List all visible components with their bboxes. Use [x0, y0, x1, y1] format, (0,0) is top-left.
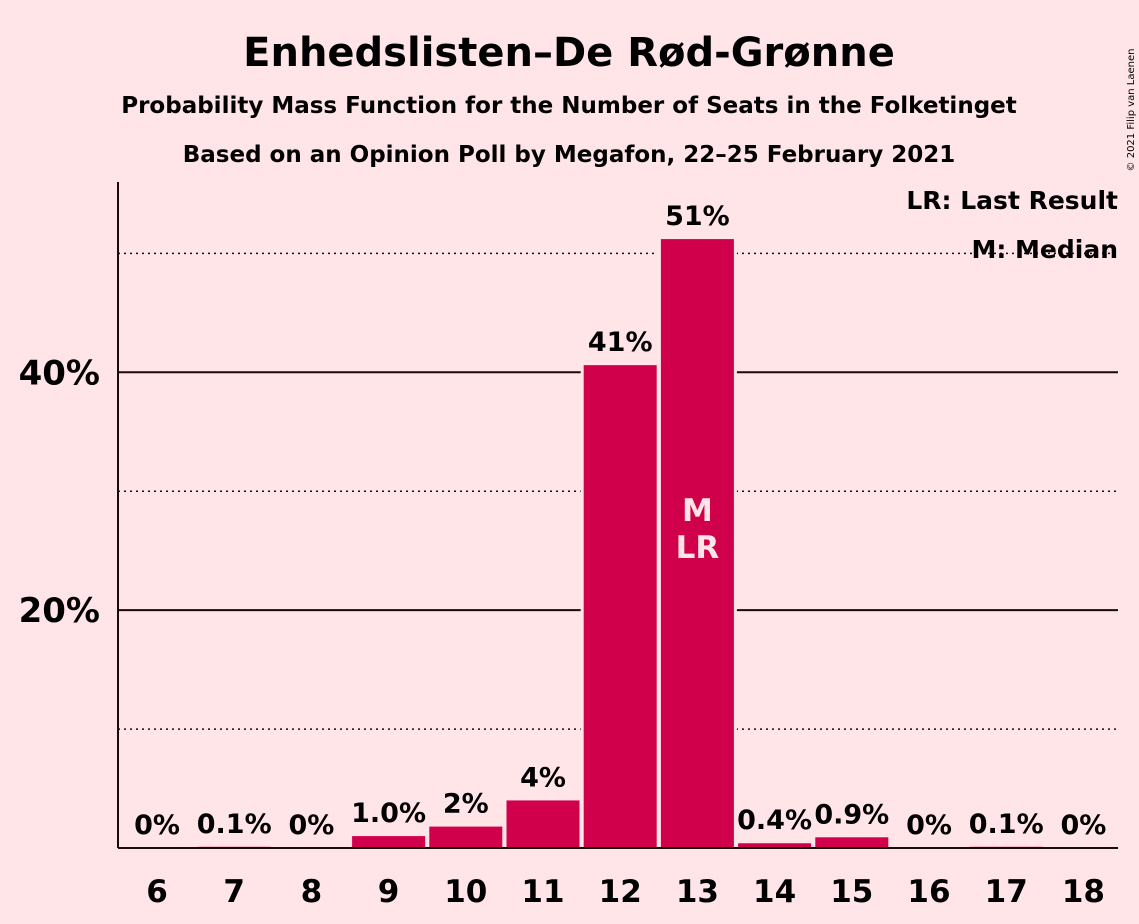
x-axis-ticks: 6 7 8 9 10 11 12 13 14 15 16 17 18 — [146, 874, 1105, 910]
bar-label-17: 0.1% — [969, 809, 1044, 840]
bar-label-12: 41% — [588, 327, 653, 358]
bars — [117, 236, 1123, 849]
y-tick-20: 20% — [19, 591, 100, 631]
chart-title: Enhedslisten–De Rød-Grønne — [243, 30, 895, 76]
x-tick-14: 14 — [753, 874, 796, 910]
bar-label-13: 51% — [665, 201, 730, 232]
legend-median: M: Median — [971, 235, 1118, 264]
x-tick-6: 6 — [146, 874, 168, 910]
bar-label-18: 0% — [1060, 810, 1106, 841]
x-tick-17: 17 — [985, 874, 1028, 910]
bar-12 — [583, 365, 657, 848]
copyright-notice: © 2021 Filip van Laenen — [1126, 49, 1137, 172]
x-tick-18: 18 — [1062, 874, 1105, 910]
bar-label-14: 0.4% — [737, 805, 812, 836]
chart-subtitle-poll: Based on an Opinion Poll by Megafon, 22–… — [183, 142, 956, 168]
bar-9 — [352, 836, 426, 848]
x-tick-8: 8 — [301, 874, 323, 910]
chart-subtitle: Probability Mass Function for the Number… — [121, 93, 1017, 119]
bar-label-6: 0% — [134, 810, 180, 841]
bar-gap — [194, 843, 274, 848]
bar-11 — [506, 800, 580, 848]
x-tick-9: 9 — [378, 874, 400, 910]
x-tick-12: 12 — [599, 874, 642, 910]
bar-gap — [1043, 845, 1123, 848]
bar-label-10: 2% — [443, 789, 489, 820]
x-tick-10: 10 — [444, 874, 487, 910]
bar-gap — [889, 845, 969, 848]
bar-label-15: 0.9% — [814, 799, 889, 830]
x-tick-15: 15 — [830, 874, 873, 910]
bar-15 — [815, 837, 889, 848]
bar-label-9: 1.0% — [351, 798, 426, 829]
bar-label-7: 0.1% — [197, 809, 272, 840]
x-tick-13: 13 — [676, 874, 719, 910]
bar-gap — [271, 845, 351, 848]
legend-last-result: LR: Last Result — [906, 186, 1118, 215]
last-result-marker: LR — [676, 530, 720, 566]
median-marker: M — [682, 493, 713, 529]
bar-gap — [117, 845, 197, 848]
bar-14 — [738, 843, 812, 848]
bar-13 — [660, 239, 734, 849]
x-tick-7: 7 — [223, 874, 245, 910]
bar-gap — [966, 843, 1046, 848]
bar-label-16: 0% — [906, 810, 952, 841]
bar-label-8: 0% — [288, 810, 334, 841]
x-tick-11: 11 — [521, 874, 564, 910]
x-tick-16: 16 — [907, 874, 950, 910]
bar-labels: 0% 0.1% 0% 1.0% 2% 4% 41% 51% 0.4% 0.9% 0% 0.1% 0% — [134, 201, 1106, 841]
bar-10 — [429, 826, 503, 848]
y-axis-ticks: 20% 40% — [19, 353, 100, 631]
bar-label-11: 4% — [520, 762, 566, 793]
y-tick-40: 40% — [19, 353, 100, 393]
